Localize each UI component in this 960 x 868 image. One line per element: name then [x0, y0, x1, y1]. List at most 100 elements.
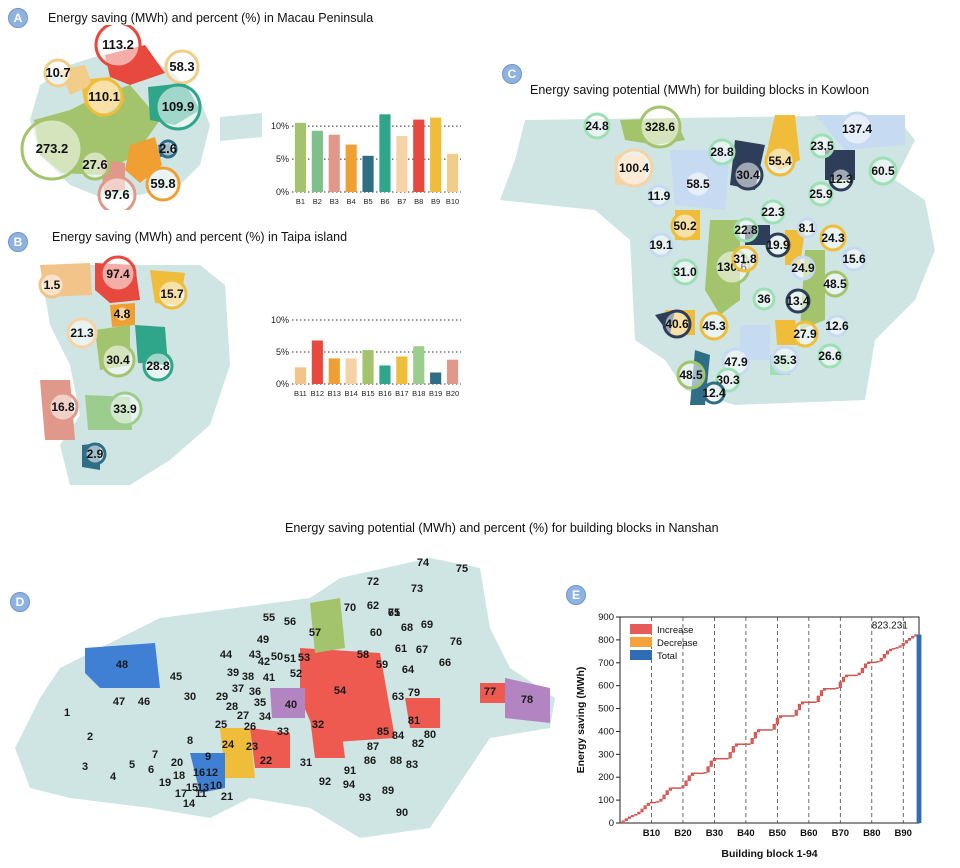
panel-d-badge: D	[10, 592, 30, 612]
bar-B20	[446, 359, 459, 384]
y-tick-label: 0%	[276, 379, 289, 389]
x-axis-label: Building block 1-94	[721, 848, 817, 860]
x-tick-label: B70	[832, 828, 849, 839]
increase-bar	[649, 801, 654, 804]
value-bubble	[752, 287, 776, 311]
bar-B14	[345, 358, 357, 384]
value-bubble	[20, 117, 84, 181]
value-bubble	[731, 245, 759, 273]
x-tick-label: B18	[412, 389, 425, 398]
block-label-3: 3	[82, 761, 88, 773]
block-label-41: 41	[263, 672, 275, 684]
legend-swatch	[630, 637, 652, 647]
increase-bar	[766, 729, 770, 731]
block-label-66: 66	[439, 657, 451, 669]
bubble-label: 45.3	[702, 319, 726, 333]
value-bubble	[790, 255, 816, 281]
total-bar	[916, 634, 922, 823]
value-bubble	[142, 350, 174, 382]
increase-bar	[826, 688, 830, 690]
value-bubble	[764, 145, 796, 177]
increase-bar	[860, 667, 864, 674]
bubble-label: 15.7	[160, 287, 184, 301]
value-bubble	[791, 320, 819, 348]
x-tick-label: B40	[737, 828, 754, 839]
value-bubble	[158, 139, 178, 159]
block-label-54: 54	[334, 685, 347, 697]
increase-bar	[621, 820, 625, 824]
block-label-28: 28	[226, 701, 238, 713]
x-tick-label: B10	[643, 828, 660, 839]
value-bubble	[638, 105, 682, 149]
increase-bar	[659, 798, 663, 802]
x-tick-label: B2	[313, 197, 322, 206]
bubble-label: 55.4	[768, 154, 792, 168]
x-tick-label: B6	[380, 197, 389, 206]
block-label-88: 88	[390, 755, 402, 767]
block-label-9: 9	[205, 751, 211, 763]
panel-a-badge: A	[8, 8, 28, 28]
value-bubble	[828, 166, 854, 192]
increase-bar	[690, 772, 694, 776]
block-label-70: 70	[344, 602, 356, 614]
bubble-label: 10.7	[45, 65, 70, 80]
value-bubble	[683, 169, 713, 199]
bar-B3	[328, 134, 340, 192]
bubble-label: 12.4	[702, 386, 726, 400]
x-tick-label: B11	[294, 389, 307, 398]
increase-bar	[684, 780, 688, 786]
bubble-label: 109.9	[162, 99, 195, 114]
increase-bar	[863, 663, 868, 669]
increase-bar	[882, 653, 886, 659]
block-label-71: 71	[388, 607, 400, 619]
y-tick-label: 100	[598, 795, 614, 806]
increase-bar	[671, 787, 676, 789]
increase-bar	[769, 729, 773, 731]
block-label-53: 53	[298, 652, 310, 664]
taipa-bubbles: 1.5 97.4 15.7 4.8 21.3 30.4 28.8 16.8 33.9 2.9	[38, 255, 188, 466]
bubble-label: 1.5	[44, 278, 61, 292]
value-bubble	[819, 224, 847, 252]
taipa-map: 1.5 97.4 15.7 4.8 21.3 30.4 28.8 16.8 33.9 2.9	[38, 255, 230, 485]
bar-B5	[362, 155, 374, 192]
increase-bar	[634, 813, 638, 816]
increase-bar	[703, 772, 707, 774]
bubble-label: 28.8	[710, 145, 734, 159]
bar-B2	[311, 130, 323, 192]
block-label-80: 80	[424, 729, 436, 741]
increase-bar	[841, 676, 846, 683]
bubble-label: 47.9	[724, 355, 748, 369]
increase-bar	[716, 757, 720, 760]
panel-c-badge: C	[502, 64, 522, 84]
bar-B10	[446, 153, 459, 192]
block-label-86: 86	[364, 755, 376, 767]
y-tick-label: 800	[598, 635, 614, 646]
increase-bar	[873, 661, 877, 664]
increase-bar	[640, 808, 644, 813]
panel-d-title: Energy saving potential (MWh) and percen…	[285, 521, 719, 535]
bubble-label: 30.3	[716, 373, 740, 387]
x-tick-label: B16	[378, 389, 391, 398]
bubble-label: 25.9	[809, 187, 833, 201]
value-bubble	[647, 184, 671, 208]
increase-bar	[898, 645, 902, 648]
value-bubble	[808, 181, 834, 207]
bubble-label: 60.5	[871, 164, 895, 178]
x-tick-label: B90	[895, 828, 912, 839]
x-tick-label: B12	[311, 389, 324, 398]
x-tick-label: B20	[674, 828, 691, 839]
value-bubble	[164, 49, 200, 85]
bubble-label: 16.8	[51, 400, 75, 414]
y-tick-label: 300	[598, 749, 614, 760]
increase-bar	[697, 772, 701, 775]
bar-B4	[345, 144, 357, 192]
increase-bar	[719, 757, 723, 760]
x-tick-label: B7	[397, 197, 406, 206]
value-bubble	[112, 304, 132, 324]
block-label-38: 38	[242, 671, 254, 683]
block-label-36: 36	[249, 686, 261, 698]
bubble-label: 19.1	[649, 238, 673, 252]
block-label-17: 17	[175, 788, 187, 800]
block-label-13: 13	[197, 782, 209, 794]
bar-B7	[396, 136, 408, 192]
